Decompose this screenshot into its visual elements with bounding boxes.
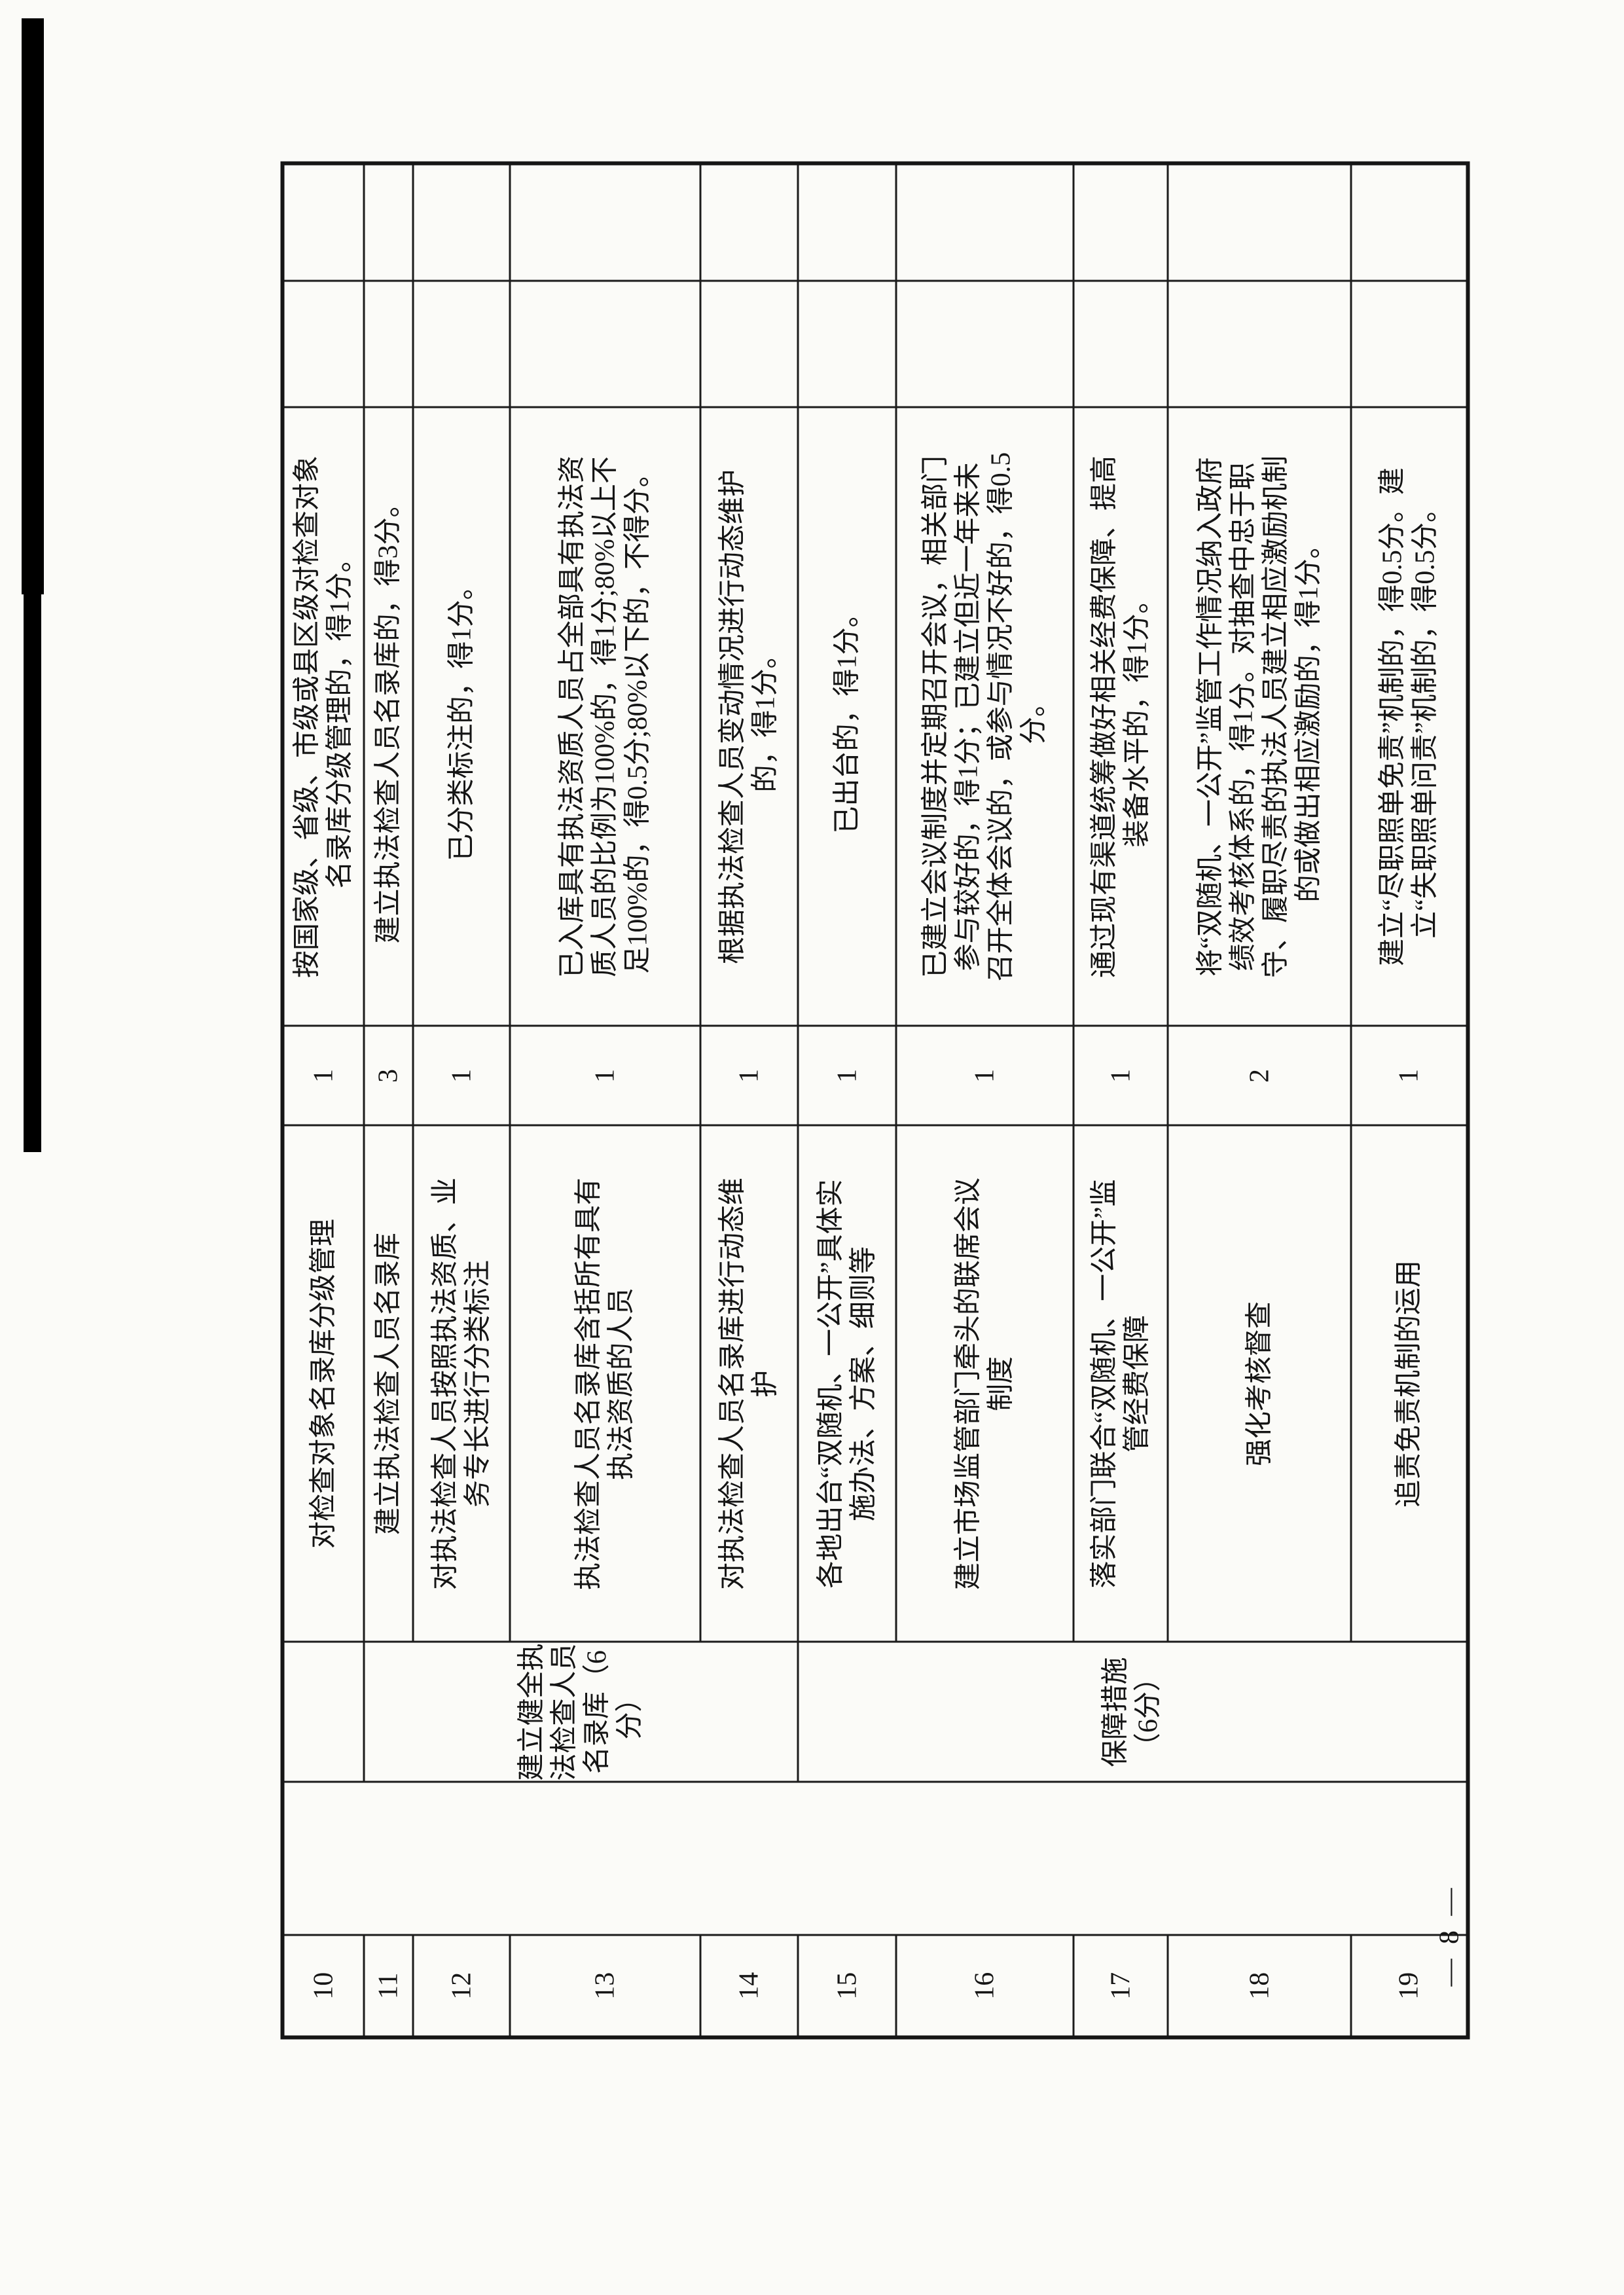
table-row: 10 对检查对象名录库分级管理 1 按国家级、省级、市级或县区级对检查对象名录库… — [282, 163, 1468, 2037]
remark-col-empty — [1073, 163, 1168, 281]
remark-col-empty — [1167, 163, 1351, 281]
check-item: 强化考核督查 — [1167, 1125, 1351, 1642]
row-number: 12 — [412, 1935, 510, 2037]
score-value: 1 — [797, 1026, 896, 1125]
check-item: 对执法检查人员名录库进行动态维护 — [700, 1125, 798, 1642]
criteria-text: 建立“尽职照单免责”机制的，得0.5分。建立“失职照单问责”机制的，得0.5分。 — [1350, 407, 1468, 1026]
score-value: 1 — [700, 1026, 798, 1125]
row-number: 15 — [797, 1935, 896, 2037]
criteria-text: 已建立会议制度并定期召开会议，相关部门参与较好的，得1分；已建立但近一年来未召开… — [895, 407, 1074, 1026]
criteria-text: 建立执法检查人员名录库的，得3分。 — [363, 407, 413, 1026]
score-col-empty — [700, 281, 798, 407]
check-item: 追责免责机制的运用 — [1350, 1125, 1468, 1642]
score-col-empty — [363, 281, 413, 407]
scan-artifact-bar — [24, 589, 41, 1152]
criteria-text: 通过现有渠道统筹做好相关经费保障、提高装备水平的，得1分。 — [1073, 407, 1168, 1026]
check-item: 各地出台“双随机、一公开”具体实施办法、方案、细则等 — [797, 1125, 896, 1642]
row-number: 13 — [509, 1935, 700, 2037]
category-cell-empty — [282, 1642, 364, 1782]
score-col-empty — [895, 281, 1074, 407]
criteria-text: 根据执法检查人员变动情况进行动态维护的，得1分。 — [700, 407, 798, 1026]
score-value: 1 — [895, 1026, 1074, 1125]
score-col-empty — [1350, 281, 1468, 407]
scoring-table: 10 对检查对象名录库分级管理 1 按国家级、省级、市级或县区级对检查对象名录库… — [280, 161, 1470, 2039]
score-col-empty — [412, 281, 510, 407]
check-item: 落实部门联合“双随机、一公开”监管经费保障 — [1073, 1125, 1168, 1642]
page-number: — 8 — — [1434, 1884, 1464, 1986]
criteria-text: 已分类标注的，得1分。 — [412, 407, 510, 1026]
score-value: 1 — [282, 1026, 364, 1125]
remark-col-empty — [282, 163, 364, 281]
criteria-text: 按国家级、省级、市级或县区级对检查对象名录库分级管理的，得1分。 — [282, 407, 364, 1026]
remark-col-empty — [1350, 163, 1468, 281]
level1-category-cell-empty — [282, 1782, 1468, 1935]
remark-col-empty — [797, 163, 896, 281]
score-value: 3 — [363, 1026, 413, 1125]
score-col-empty — [797, 281, 896, 407]
score-value: 1 — [509, 1026, 700, 1125]
score-col-empty — [1073, 281, 1168, 407]
score-col-empty — [509, 281, 700, 407]
category-cell: 建立健全执法检查人员名录库（6分） — [363, 1642, 798, 1782]
score-col-empty — [1167, 281, 1351, 407]
row-number: 17 — [1073, 1935, 1168, 2037]
remark-col-empty — [509, 163, 700, 281]
criteria-text: 将“双随机、一公开”监管工作情况纳入政府绩效考核体系的，得1分。对抽查中忠于职守… — [1167, 407, 1351, 1026]
table-row: 11 建立健全执法检查人员名录库（6分） 建立执法检查人员名录库 3 建立执法检… — [363, 163, 798, 2037]
scan-artifact-bar — [22, 18, 44, 594]
check-item: 执法检查人员名录库含括所有具有执法资质的人员 — [509, 1125, 700, 1642]
score-value: 1 — [1350, 1026, 1468, 1125]
remark-col-empty — [700, 163, 798, 281]
score-col-empty — [282, 281, 364, 407]
table-row: 15 保障措施（6分） 各地出台“双随机、一公开”具体实施办法、方案、细则等 1… — [797, 163, 1468, 2037]
score-value: 1 — [1073, 1026, 1168, 1125]
check-item: 建立执法检查人员名录库 — [363, 1125, 413, 1642]
row-number: 16 — [895, 1935, 1074, 2037]
score-value: 1 — [412, 1026, 510, 1125]
remark-col-empty — [895, 163, 1074, 281]
row-number: 10 — [282, 1935, 364, 2037]
score-value: 2 — [1167, 1026, 1351, 1125]
row-number: 11 — [363, 1935, 413, 2037]
criteria-text: 已出台的，得1分。 — [797, 407, 896, 1026]
remark-col-empty — [363, 163, 413, 281]
row-number: 14 — [700, 1935, 798, 2037]
remark-col-empty — [412, 163, 510, 281]
row-number: 18 — [1167, 1935, 1351, 2037]
check-item: 对检查对象名录库分级管理 — [282, 1125, 364, 1642]
check-item: 建立市场监管部门牵头的联席会议制度 — [895, 1125, 1074, 1642]
category-cell: 保障措施（6分） — [797, 1642, 1468, 1782]
check-item: 对执法检查人员按照执法资质、业务专长进行分类标注 — [412, 1125, 510, 1642]
criteria-text: 已入库具有执法资质人员占全部具有执法资质人员的比例为100%的，得1分;80%以… — [509, 407, 700, 1026]
